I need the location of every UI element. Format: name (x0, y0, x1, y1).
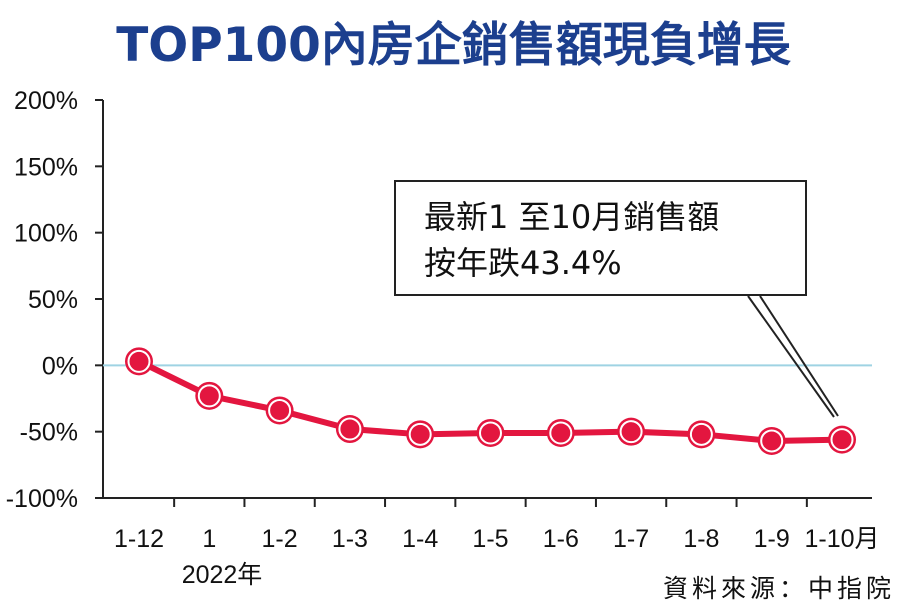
data-points (125, 347, 856, 455)
callout-box: 最新1 至10月銷售額 按年跌43.4% (394, 180, 807, 296)
data-point-ring (760, 429, 784, 453)
x-tick-label: 1 (202, 525, 216, 553)
data-point (406, 420, 435, 449)
data-point-ring (408, 422, 432, 446)
source-note: 資料來源：中指院 (662, 574, 895, 603)
data-point-ring (830, 428, 854, 452)
x-tick-label: 1-2 (262, 525, 298, 553)
data-point-ring (619, 420, 643, 444)
x-tick-label: 1-7 (613, 525, 649, 553)
data-point-ring (338, 417, 362, 441)
chart-title: TOP100內房企銷售額現負增長 (116, 18, 791, 73)
y-ticks: 200% 150% 100% 50% 0% -50% -100% (6, 87, 103, 513)
data-point (687, 420, 716, 449)
x-tick-label: 1-10月 (804, 525, 879, 553)
y-tick-label: 50% (28, 286, 78, 314)
data-point (828, 425, 856, 454)
callout-line-1: 最新1 至10月銷售額 (424, 198, 720, 236)
callout-line-2: 按年跌43.4% (424, 244, 622, 282)
x-tick-label: 1-6 (543, 525, 579, 553)
year-label: 2022年 (182, 561, 263, 589)
data-point (335, 415, 364, 444)
x-ticks: 1-12 1 1-2 1-3 1-4 1-5 1-6 1-7 1-8 1-9 1-10月 (114, 498, 880, 553)
data-point-ring (549, 421, 573, 445)
data-point (265, 396, 294, 425)
data-point (546, 418, 575, 447)
data-point (757, 426, 786, 455)
data-point-ring (268, 398, 292, 422)
data-point (476, 418, 505, 447)
y-tick-label: 0% (42, 352, 78, 380)
x-tick-label: 1-9 (754, 525, 790, 553)
x-tick-label: 1-12 (114, 525, 164, 553)
data-point (195, 381, 224, 410)
data-point-ring (689, 422, 713, 446)
y-tick-label: 100% (14, 220, 78, 248)
y-tick-label: -50% (20, 419, 78, 447)
data-point-ring (197, 384, 221, 408)
x-tick-label: 1-4 (402, 525, 438, 553)
y-tick-label: 200% (14, 87, 78, 115)
data-point (125, 347, 153, 376)
data-point (617, 417, 646, 446)
y-tick-label: -100% (6, 485, 78, 513)
x-tick-label: 1-5 (472, 525, 508, 553)
x-tick-label: 1-3 (332, 525, 368, 553)
data-point-ring (479, 421, 502, 445)
data-point-ring (127, 349, 151, 373)
y-tick-label: 150% (14, 153, 78, 181)
callout-pointer-line (747, 295, 835, 418)
callout-pointer-line (759, 295, 839, 417)
x-tick-label: 1-8 (683, 525, 719, 553)
